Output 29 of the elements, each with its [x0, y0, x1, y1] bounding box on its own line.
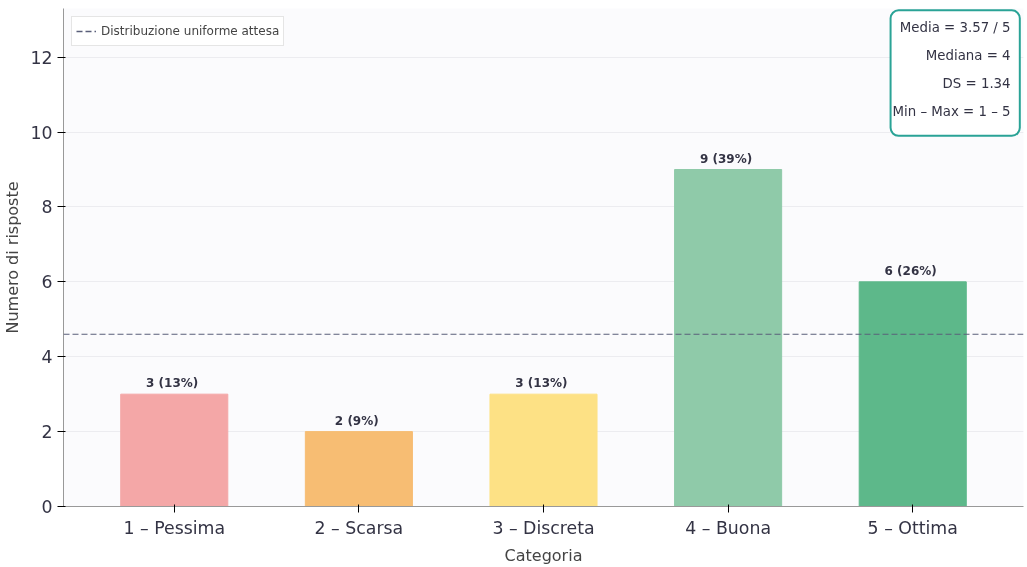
x-tick-label: 3 – Discreta	[492, 517, 595, 538]
bar	[858, 281, 967, 507]
x-axis-title: Categoria	[504, 545, 583, 565]
y-tick-label: 4	[41, 347, 53, 368]
bar	[120, 393, 229, 507]
x-tick-label: 4 – Buona	[685, 517, 772, 538]
y-tick-label: 8	[41, 197, 53, 218]
x-tick-label: 5 – Ottima	[867, 517, 958, 538]
data-label: 6 (26%)	[884, 263, 937, 278]
bar	[304, 431, 413, 507]
annotation: Media = 3.57 / 5	[899, 19, 1011, 35]
legend-label: Distribuzione uniforme attesa	[101, 24, 280, 38]
bar	[674, 169, 783, 507]
data-label: 3 (13%)	[146, 376, 199, 391]
y-tick-label: 10	[30, 122, 53, 143]
y-axis-title: Numero di risposte	[3, 181, 23, 334]
data-label: 2 (9%)	[334, 413, 379, 428]
data-label: 3 (13%)	[515, 376, 568, 391]
annotation: DS = 1.34	[942, 75, 1011, 91]
y-tick-label: 0	[41, 497, 53, 517]
y-tick-label: 6	[41, 272, 53, 293]
annotation: Mediana = 4	[925, 47, 1011, 63]
x-tick-label: 2 – Scarsa	[314, 517, 404, 538]
x-tick-label: 1 – Pessima	[123, 517, 226, 538]
y-tick-label: 12	[30, 47, 53, 68]
y-tick-label: 2	[41, 422, 53, 443]
annotation: Min – Max = 1 – 5	[892, 103, 1011, 119]
data-label: 9 (39%)	[699, 151, 753, 166]
bar	[489, 393, 598, 507]
